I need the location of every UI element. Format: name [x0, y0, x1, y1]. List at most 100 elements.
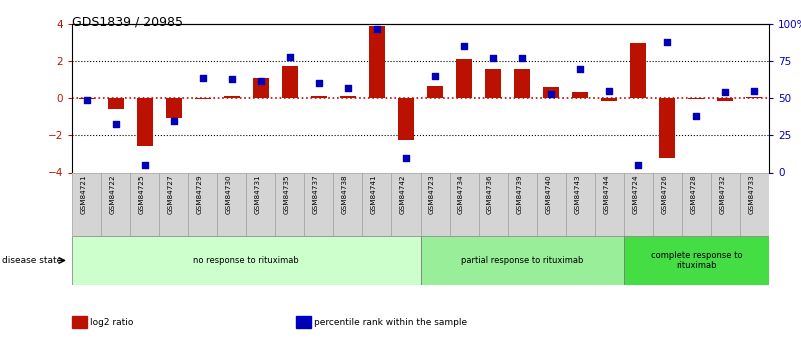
Bar [340, 96, 356, 98]
Point [80, 97, 93, 102]
Point [196, 75, 209, 80]
Bar [659, 98, 675, 158]
Bar [718, 98, 734, 101]
Bar [566, 172, 594, 236]
Text: GSM84744: GSM84744 [603, 175, 610, 214]
Bar [485, 69, 501, 98]
Bar [195, 98, 211, 99]
Point [255, 78, 268, 83]
Bar [747, 97, 763, 98]
Point [690, 114, 702, 119]
Bar [572, 92, 588, 98]
Text: GSM84735: GSM84735 [284, 175, 290, 214]
Bar [740, 172, 769, 236]
Point [400, 155, 413, 160]
Bar [72, 236, 421, 285]
Bar [514, 69, 530, 98]
Bar [369, 26, 385, 98]
Bar [247, 172, 276, 236]
Text: percentile rank within the sample: percentile rank within the sample [314, 318, 467, 327]
Point [603, 88, 616, 94]
Point [545, 91, 557, 97]
Bar [130, 172, 159, 236]
Bar [624, 172, 653, 236]
Bar [398, 98, 414, 140]
Point [167, 118, 180, 124]
Bar [427, 86, 443, 98]
Point [516, 56, 529, 61]
Bar [107, 98, 123, 109]
Text: GSM84737: GSM84737 [313, 175, 319, 214]
Point [109, 121, 122, 126]
Bar [78, 98, 95, 99]
Point [574, 66, 586, 71]
Text: GSM84742: GSM84742 [400, 175, 406, 214]
Bar [682, 172, 711, 236]
Bar [449, 172, 478, 236]
Bar [543, 87, 559, 98]
Text: GSM84743: GSM84743 [574, 175, 580, 214]
Point [225, 76, 238, 82]
Text: GSM84739: GSM84739 [516, 175, 522, 214]
Bar [653, 172, 682, 236]
Text: GSM84723: GSM84723 [429, 175, 435, 214]
Text: GSM84730: GSM84730 [226, 175, 231, 214]
Bar [72, 172, 101, 236]
Bar [188, 172, 217, 236]
Bar [333, 172, 362, 236]
Text: GSM84724: GSM84724 [632, 175, 638, 214]
Point [748, 88, 761, 94]
Bar [253, 78, 269, 98]
Point [284, 54, 296, 60]
Text: partial response to rituximab: partial response to rituximab [461, 256, 583, 265]
Bar [421, 172, 449, 236]
Bar [311, 97, 327, 98]
Bar [223, 96, 239, 98]
Bar [508, 172, 537, 236]
Bar [602, 98, 618, 101]
Text: GSM84740: GSM84740 [545, 175, 551, 214]
Text: complete response to
rituximab: complete response to rituximab [650, 251, 742, 270]
Text: GSM84736: GSM84736 [487, 175, 493, 214]
Text: no response to rituximab: no response to rituximab [193, 256, 300, 265]
Bar [137, 98, 153, 146]
Point [371, 26, 384, 31]
Bar [362, 172, 392, 236]
Point [661, 39, 674, 45]
Point [312, 81, 325, 86]
Text: GSM84731: GSM84731 [255, 175, 261, 214]
Text: GSM84741: GSM84741 [371, 175, 377, 214]
Text: GSM84725: GSM84725 [139, 175, 145, 214]
Point [429, 73, 441, 79]
Text: log2 ratio: log2 ratio [90, 318, 133, 327]
Text: GSM84732: GSM84732 [719, 175, 726, 214]
Point [457, 44, 470, 49]
Bar [276, 172, 304, 236]
Text: GSM84738: GSM84738 [342, 175, 348, 214]
Bar [421, 236, 624, 285]
Text: GSM84727: GSM84727 [167, 175, 174, 214]
Bar [594, 172, 624, 236]
Bar [217, 172, 247, 236]
Text: disease state: disease state [2, 256, 62, 265]
Text: GSM84722: GSM84722 [110, 175, 115, 214]
Bar [688, 98, 704, 99]
Text: GSM84729: GSM84729 [197, 175, 203, 214]
Bar [710, 172, 740, 236]
Bar [304, 172, 333, 236]
Bar [159, 172, 188, 236]
Bar [166, 98, 182, 118]
Text: GSM84733: GSM84733 [748, 175, 755, 214]
Point [719, 90, 732, 95]
Bar [282, 66, 298, 98]
Text: GDS1839 / 20985: GDS1839 / 20985 [72, 16, 183, 29]
Bar [101, 172, 130, 236]
Bar [624, 236, 769, 285]
Text: GSM84721: GSM84721 [81, 175, 87, 214]
Bar [478, 172, 508, 236]
Bar [456, 59, 472, 98]
Text: GSM84726: GSM84726 [662, 175, 667, 214]
Bar [392, 172, 421, 236]
Text: GSM84734: GSM84734 [458, 175, 464, 214]
Text: GSM84728: GSM84728 [690, 175, 696, 214]
